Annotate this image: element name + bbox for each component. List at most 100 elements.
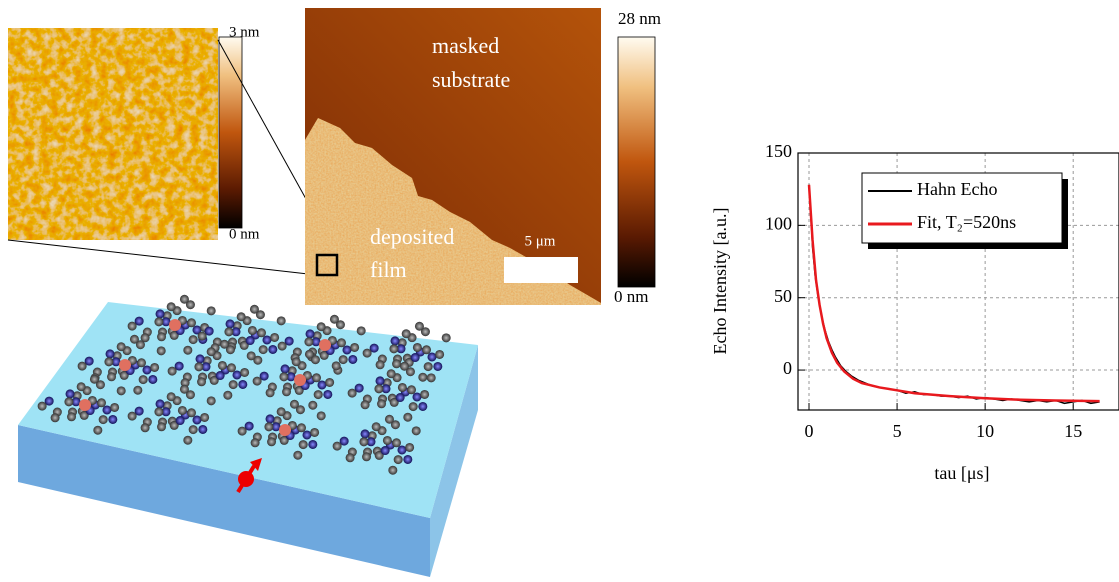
atom	[339, 436, 349, 446]
atom	[397, 382, 407, 392]
atom	[200, 412, 210, 422]
atom	[427, 352, 437, 362]
atom	[310, 427, 320, 437]
metal-atom	[279, 424, 291, 436]
atom	[268, 344, 278, 354]
atom	[279, 372, 289, 382]
atom	[161, 317, 171, 327]
atom	[375, 360, 385, 370]
atom	[262, 335, 272, 345]
atom	[347, 388, 357, 398]
atom	[223, 390, 233, 400]
x-tick-label: 0	[805, 421, 814, 441]
atom	[249, 304, 259, 314]
plot-frame	[797, 152, 1119, 411]
atom	[183, 345, 193, 355]
atom	[360, 429, 370, 439]
atom	[93, 425, 103, 435]
atom	[198, 424, 208, 434]
atom	[397, 445, 407, 455]
atom	[388, 465, 398, 475]
atom	[246, 351, 256, 361]
atom	[206, 306, 216, 316]
atom	[420, 327, 430, 337]
atom	[231, 327, 241, 337]
atom	[317, 380, 327, 390]
atom	[180, 378, 190, 388]
zoom-bar-bottom: 0 nm	[229, 226, 260, 242]
atom	[228, 380, 238, 390]
atom	[224, 327, 234, 337]
atom	[179, 384, 189, 394]
atom	[98, 415, 108, 425]
metal-atom	[319, 339, 331, 351]
atom	[276, 407, 286, 417]
atom	[271, 422, 281, 432]
atom	[304, 337, 314, 347]
atom	[422, 345, 432, 355]
atom	[401, 329, 411, 339]
scale-bar	[504, 257, 578, 283]
x-tick-label: 5	[893, 421, 902, 441]
atom	[169, 420, 179, 430]
atom	[342, 345, 352, 355]
atom	[154, 317, 164, 327]
atom	[265, 414, 275, 424]
atom	[335, 320, 345, 330]
atom	[227, 363, 237, 373]
atom	[236, 312, 246, 322]
label: masked	[432, 33, 499, 58]
main-bar-bottom: 0 nm	[614, 287, 648, 306]
atom	[390, 420, 400, 430]
atom	[201, 362, 211, 372]
atom	[237, 426, 247, 436]
atom	[305, 329, 315, 339]
atom	[161, 407, 171, 417]
atom	[312, 373, 322, 383]
connector	[7, 239, 318, 276]
label: substrate	[432, 67, 510, 92]
atom	[325, 377, 335, 387]
atom	[253, 355, 263, 365]
main-bar-top: 28 nm	[618, 9, 661, 28]
atom	[64, 397, 74, 407]
atom	[350, 342, 360, 352]
atom	[187, 408, 197, 418]
main-colorbar	[617, 36, 656, 288]
x-tick-label: 10	[976, 421, 994, 441]
atom	[104, 357, 114, 367]
zoom-bar-top: 3 nm	[229, 24, 260, 40]
zoom-colorbar	[218, 36, 243, 229]
atom	[137, 358, 147, 368]
legend-label: Fit, T₂=520ns	[917, 212, 1016, 232]
atom	[206, 396, 216, 406]
atom	[166, 302, 176, 312]
atom	[264, 422, 274, 432]
atom	[154, 407, 164, 417]
atom	[412, 392, 422, 402]
atom	[155, 399, 165, 409]
atom	[156, 346, 166, 356]
atom	[135, 340, 145, 350]
atom	[403, 412, 413, 422]
atom	[148, 374, 158, 384]
atom	[380, 446, 390, 456]
atom	[410, 353, 420, 363]
atom	[441, 333, 451, 343]
atom	[188, 335, 198, 345]
atom	[197, 331, 207, 341]
atom	[348, 354, 358, 364]
atom	[179, 294, 189, 304]
atom	[408, 402, 418, 412]
atom	[127, 411, 137, 421]
atom	[386, 369, 396, 379]
atom	[50, 413, 60, 423]
atom	[258, 345, 268, 355]
atom	[289, 399, 299, 409]
atom	[167, 366, 177, 376]
spin-arrowhead	[250, 458, 262, 471]
atom	[97, 398, 107, 408]
atom	[244, 421, 254, 431]
atom	[304, 349, 314, 359]
atom	[284, 336, 294, 346]
